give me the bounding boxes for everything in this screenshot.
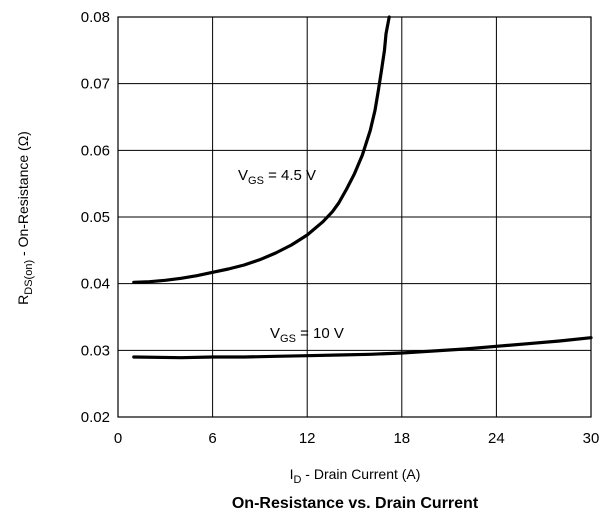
y-tick-label: 0.04	[81, 276, 110, 293]
tick-labels: 0 6 12 18 24 30 0.02 0.03 0.04 0.05 0.06 0.07 0.08	[81, 9, 600, 447]
chart-title: On-Resistance vs. Drain Current	[232, 495, 479, 512]
series-line-vgs-4-5	[132, 15, 391, 284]
x-tick-label: 12	[299, 430, 316, 447]
y-tick-label: 0.03	[81, 342, 110, 359]
series-layer	[132, 15, 593, 360]
plot-frame	[117, 16, 592, 418]
y-axis-label: RDS(on) - On-Resistance (Ω)	[15, 131, 35, 305]
x-axis-label: ID - Drain Current (A)	[290, 466, 421, 486]
series-label-vgs-10: VGS = 10 V	[270, 325, 344, 345]
y-tick-label: 0.05	[81, 209, 110, 226]
x-tick-label: 0	[114, 430, 122, 447]
y-tick-label: 0.02	[81, 409, 110, 426]
y-tick-label: 0.07	[81, 76, 110, 93]
x-tick-label: 18	[393, 430, 410, 447]
series-line-vgs-10	[132, 336, 593, 360]
y-tick-label: 0.08	[81, 9, 110, 26]
x-tick-label: 6	[208, 430, 216, 447]
x-tick-label: 30	[583, 430, 600, 447]
series-label-vgs-4-5: VGS = 4.5 V	[238, 167, 316, 187]
y-tick-label: 0.06	[81, 142, 110, 159]
x-tick-label: 24	[488, 430, 505, 447]
